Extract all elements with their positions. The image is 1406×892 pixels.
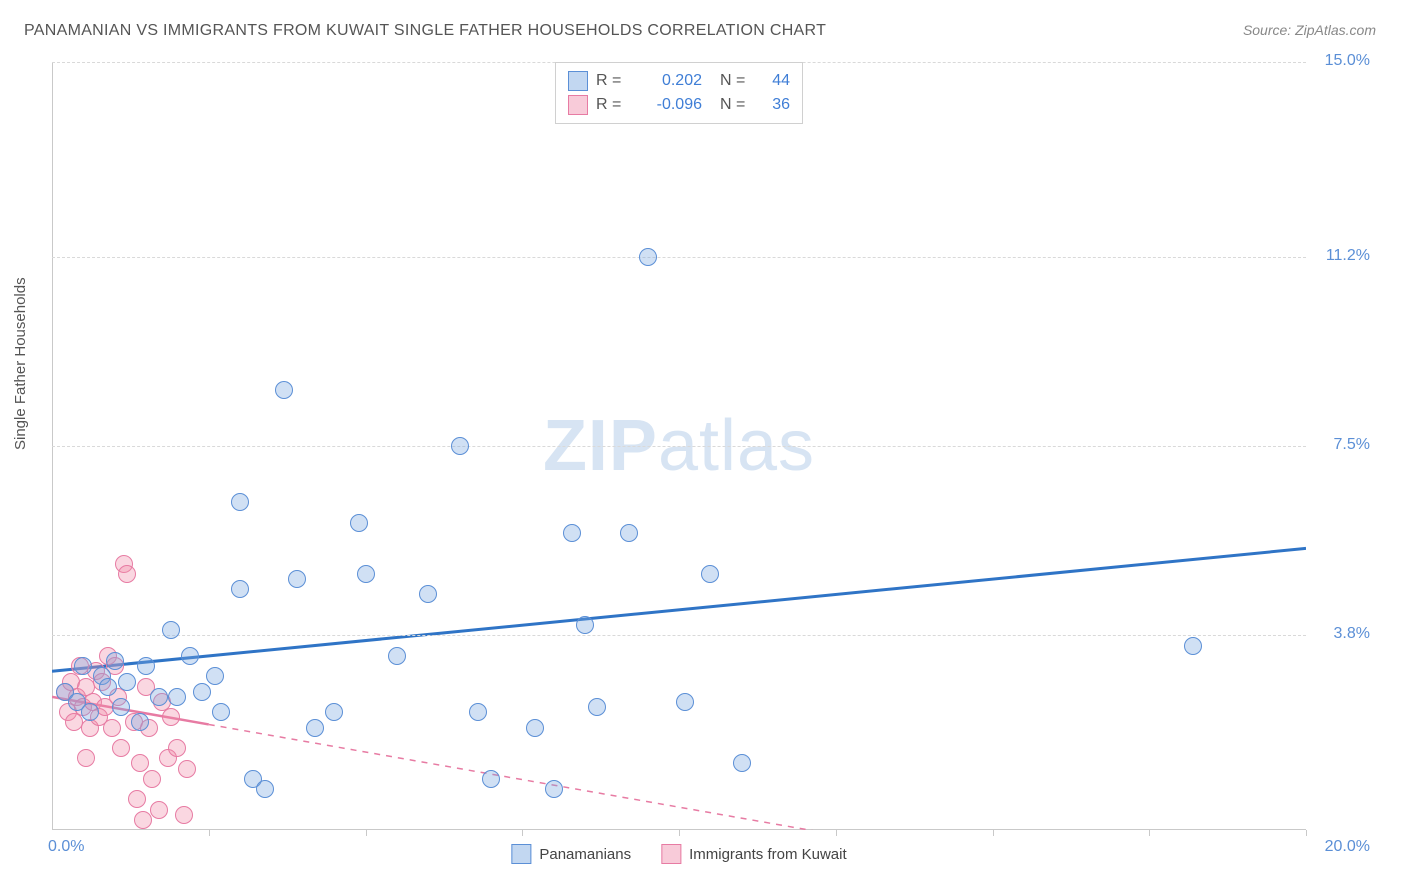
legend-label: Panamanians [539,846,631,863]
r-value: -0.096 [638,96,702,114]
data-point-blue [256,780,274,798]
data-point-blue [306,719,324,737]
x-tick [522,830,523,836]
stats-row-blue: R = 0.202 N = 44 [568,69,790,93]
y-axis-label: Single Father Households [12,277,29,450]
data-point-blue [325,703,343,721]
x-tick [1306,830,1307,836]
data-point-pink [118,565,136,583]
data-point-blue [137,657,155,675]
data-point-blue [288,570,306,588]
data-point-blue [206,667,224,685]
x-axis-max-label: 20.0% [1325,838,1370,856]
data-point-blue [526,719,544,737]
stats-row-pink: R = -0.096 N = 36 [568,93,790,117]
data-point-blue [482,770,500,788]
data-point-blue [118,673,136,691]
n-label: N = [720,96,754,114]
legend-label: Immigrants from Kuwait [689,846,847,863]
x-tick [1149,830,1150,836]
chart-title: PANAMANIAN VS IMMIGRANTS FROM KUWAIT SIN… [24,22,826,40]
data-point-blue [419,585,437,603]
r-label: R = [596,96,630,114]
x-tick [209,830,210,836]
legend-bottom: Panamanians Immigrants from Kuwait [511,844,846,864]
data-point-blue [275,381,293,399]
y-tick-label: 3.8% [1334,625,1370,643]
data-point-pink [162,708,180,726]
y-tick-label: 15.0% [1325,52,1370,70]
legend-item-pink: Immigrants from Kuwait [661,844,847,864]
data-point-blue [639,248,657,266]
swatch-blue-icon [511,844,531,864]
stats-legend-box: R = 0.202 N = 44 R = -0.096 N = 36 [555,62,803,124]
data-point-pink [112,739,130,757]
gridline-h [52,257,1306,258]
data-point-blue [469,703,487,721]
data-point-blue [388,647,406,665]
data-point-blue [193,683,211,701]
swatch-blue-icon [568,71,588,91]
data-point-blue [451,437,469,455]
data-point-blue [150,688,168,706]
data-point-pink [150,801,168,819]
data-point-blue [106,652,124,670]
data-point-pink [143,770,161,788]
trend-line-pink-dashed [209,724,867,830]
data-point-blue [231,493,249,511]
data-point-blue [350,514,368,532]
data-point-blue [701,565,719,583]
chart-plot-area: ZIPatlas 3.8%7.5%11.2%15.0% R = 0.202 N … [52,62,1306,830]
n-value: 36 [762,96,790,114]
data-point-blue [733,754,751,772]
x-tick [993,830,994,836]
n-value: 44 [762,72,790,90]
data-point-pink [77,749,95,767]
data-point-blue [181,647,199,665]
data-point-pink [175,806,193,824]
data-point-blue [131,713,149,731]
data-point-blue [212,703,230,721]
chart-source: Source: ZipAtlas.com [1243,22,1376,38]
n-label: N = [720,72,754,90]
x-tick [366,830,367,836]
data-point-blue [168,688,186,706]
data-point-pink [131,754,149,772]
data-point-blue [231,580,249,598]
y-tick-label: 11.2% [1326,247,1370,265]
x-tick [679,830,680,836]
data-point-pink [178,760,196,778]
data-point-blue [576,616,594,634]
data-point-blue [545,780,563,798]
gridline-h [52,446,1306,447]
data-point-blue [99,678,117,696]
r-value: 0.202 [638,72,702,90]
legend-item-blue: Panamanians [511,844,631,864]
y-tick-label: 7.5% [1334,436,1370,454]
data-point-blue [676,693,694,711]
data-point-blue [563,524,581,542]
x-axis-min-label: 0.0% [48,838,84,856]
data-point-blue [588,698,606,716]
data-point-blue [74,657,92,675]
data-point-blue [112,698,130,716]
swatch-pink-icon [661,844,681,864]
trend-line-blue [52,548,1306,671]
gridline-h [52,635,1306,636]
x-tick [836,830,837,836]
data-point-pink [134,811,152,829]
swatch-pink-icon [568,95,588,115]
data-point-blue [620,524,638,542]
data-point-pink [168,739,186,757]
data-point-pink [128,790,146,808]
data-point-pink [103,719,121,737]
data-point-blue [162,621,180,639]
data-point-blue [81,703,99,721]
data-point-blue [1184,637,1202,655]
data-point-blue [357,565,375,583]
r-label: R = [596,72,630,90]
